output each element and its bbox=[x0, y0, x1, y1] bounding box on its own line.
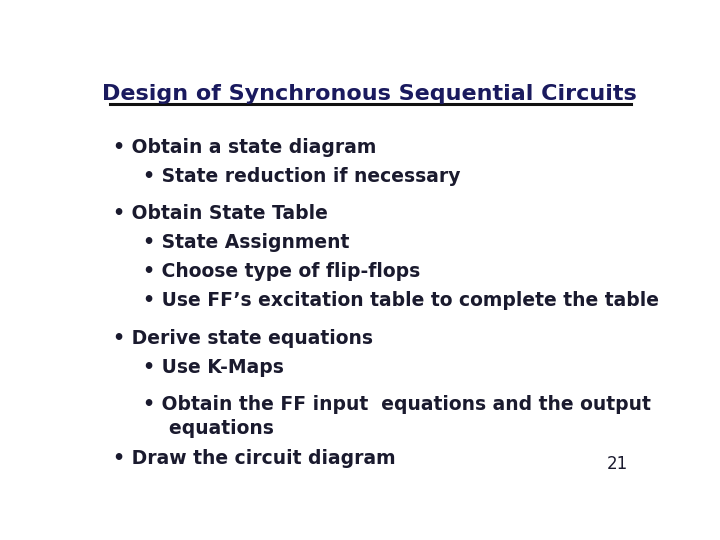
Text: • State reduction if necessary: • State reduction if necessary bbox=[143, 167, 461, 186]
Text: • Obtain the FF input  equations and the output
    equations: • Obtain the FF input equations and the … bbox=[143, 395, 651, 438]
Text: • Derive state equations: • Derive state equations bbox=[114, 329, 374, 348]
Text: • Obtain State Table: • Obtain State Table bbox=[114, 204, 328, 223]
Text: Design of Synchronous Sequential Circuits: Design of Synchronous Sequential Circuit… bbox=[102, 84, 636, 104]
Text: • State Assignment: • State Assignment bbox=[143, 233, 349, 252]
Text: • Choose type of flip-flops: • Choose type of flip-flops bbox=[143, 262, 420, 281]
Text: • Use FF’s excitation table to complete the table: • Use FF’s excitation table to complete … bbox=[143, 292, 659, 310]
Text: • Obtain a state diagram: • Obtain a state diagram bbox=[114, 138, 377, 157]
Text: 21: 21 bbox=[607, 455, 629, 473]
Text: • Draw the circuit diagram: • Draw the circuit diagram bbox=[114, 449, 396, 468]
Text: • Use K-Maps: • Use K-Maps bbox=[143, 358, 284, 377]
